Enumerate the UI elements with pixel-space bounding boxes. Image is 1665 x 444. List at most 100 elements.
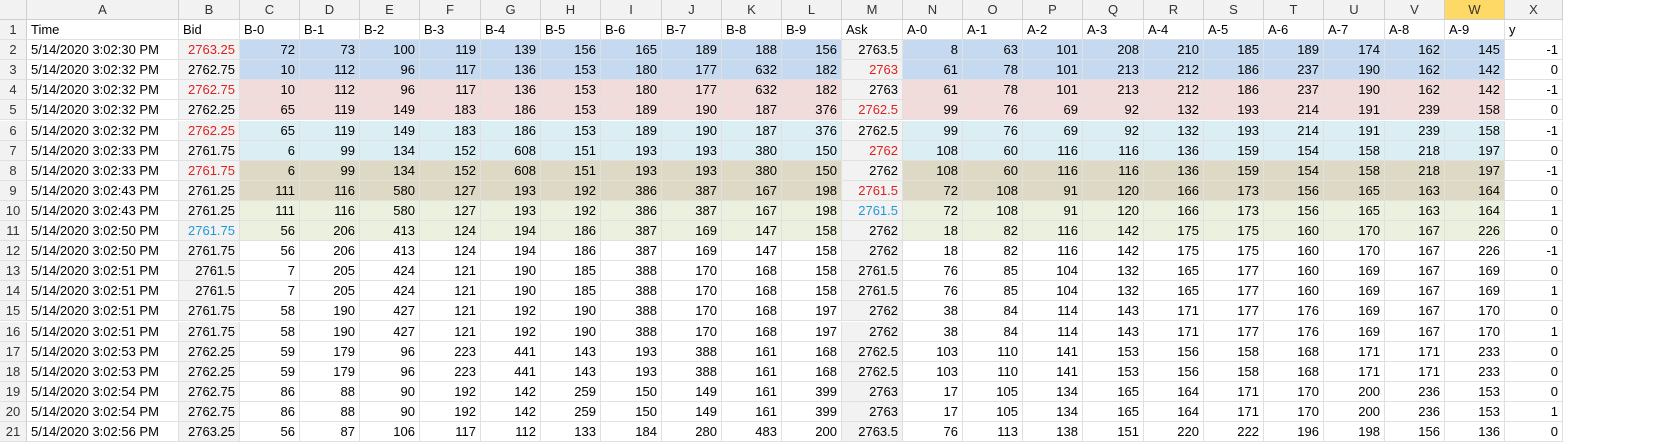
cell-j7[interactable]: 193 — [662, 141, 722, 161]
cell-m17[interactable]: 2762.5 — [842, 342, 903, 362]
cell-s6[interactable]: 193 — [1204, 121, 1264, 141]
cell-c9[interactable]: 111 — [240, 181, 300, 201]
cell-u19[interactable]: 200 — [1324, 382, 1385, 402]
cell-f8[interactable]: 152 — [420, 161, 481, 181]
cell-p10[interactable]: 91 — [1023, 201, 1083, 221]
cell-a19[interactable]: 5/14/2020 3:02:54 PM — [27, 382, 179, 402]
cell-f12[interactable]: 124 — [420, 241, 481, 261]
cell-i9[interactable]: 386 — [601, 181, 662, 201]
cell-u17[interactable]: 171 — [1324, 342, 1385, 362]
cell-c5[interactable]: 65 — [240, 100, 300, 120]
cell-g16[interactable]: 192 — [481, 322, 541, 342]
cell-p3[interactable]: 101 — [1023, 60, 1083, 80]
cell-f10[interactable]: 127 — [420, 201, 481, 221]
cell-a8[interactable]: 5/14/2020 3:02:33 PM — [27, 161, 179, 181]
cell-n13[interactable]: 76 — [903, 261, 963, 281]
row-number-8[interactable]: 8 — [0, 161, 27, 181]
cell-x15[interactable]: 0 — [1505, 301, 1563, 321]
cell-q8[interactable]: 116 — [1083, 161, 1144, 181]
cell-n8[interactable]: 108 — [903, 161, 963, 181]
cell-r20[interactable]: 164 — [1144, 402, 1204, 422]
cell-f19[interactable]: 192 — [420, 382, 481, 402]
row-number-4[interactable]: 4 — [0, 80, 27, 100]
cell-a15[interactable]: 5/14/2020 3:02:51 PM — [27, 301, 179, 321]
cell-j13[interactable]: 170 — [662, 261, 722, 281]
cell-g17[interactable]: 441 — [481, 342, 541, 362]
cell-a17[interactable]: 5/14/2020 3:02:53 PM — [27, 342, 179, 362]
cell-i16[interactable]: 388 — [601, 322, 662, 342]
cell-b3[interactable]: 2762.75 — [179, 60, 240, 80]
row-number-18[interactable]: 18 — [0, 362, 27, 382]
cell-t11[interactable]: 160 — [1264, 221, 1324, 241]
cell-m16[interactable]: 2762 — [842, 322, 903, 342]
cell-l18[interactable]: 168 — [782, 362, 842, 382]
cell-c14[interactable]: 7 — [240, 281, 300, 301]
column-header-j[interactable]: J — [662, 0, 722, 20]
cell-n12[interactable]: 18 — [903, 241, 963, 261]
cell-x11[interactable]: 0 — [1505, 221, 1563, 241]
cell-f18[interactable]: 223 — [420, 362, 481, 382]
cell-c21[interactable]: 56 — [240, 422, 300, 442]
cell-e14[interactable]: 424 — [360, 281, 420, 301]
column-header-a[interactable]: A — [27, 0, 179, 20]
cell-q19[interactable]: 165 — [1083, 382, 1144, 402]
cell-i19[interactable]: 150 — [601, 382, 662, 402]
cell-b10[interactable]: 2761.25 — [179, 201, 240, 221]
cell-s7[interactable]: 159 — [1204, 141, 1264, 161]
cell-h14[interactable]: 185 — [541, 281, 601, 301]
cell-s12[interactable]: 175 — [1204, 241, 1264, 261]
cell-n20[interactable]: 17 — [903, 402, 963, 422]
cell-q15[interactable]: 143 — [1083, 301, 1144, 321]
cell-n3[interactable]: 61 — [903, 60, 963, 80]
cell-d7[interactable]: 99 — [300, 141, 360, 161]
cell-h4[interactable]: 153 — [541, 80, 601, 100]
cell-x10[interactable]: 1 — [1505, 201, 1563, 221]
cell-o20[interactable]: 105 — [963, 402, 1023, 422]
cell-j1[interactable]: B-7 — [662, 20, 722, 40]
cell-c3[interactable]: 10 — [240, 60, 300, 80]
cell-g1[interactable]: B-4 — [481, 20, 541, 40]
cell-e11[interactable]: 413 — [360, 221, 420, 241]
row-number-21[interactable]: 21 — [0, 422, 27, 442]
cell-k7[interactable]: 380 — [722, 141, 782, 161]
cell-g11[interactable]: 194 — [481, 221, 541, 241]
cell-l12[interactable]: 158 — [782, 241, 842, 261]
cell-b4[interactable]: 2762.75 — [179, 80, 240, 100]
cell-b20[interactable]: 2762.75 — [179, 402, 240, 422]
cell-o12[interactable]: 82 — [963, 241, 1023, 261]
cell-k10[interactable]: 167 — [722, 201, 782, 221]
cell-r4[interactable]: 212 — [1144, 80, 1204, 100]
cell-p14[interactable]: 104 — [1023, 281, 1083, 301]
cell-i11[interactable]: 387 — [601, 221, 662, 241]
cell-c4[interactable]: 10 — [240, 80, 300, 100]
cell-v10[interactable]: 163 — [1385, 201, 1445, 221]
cell-m10[interactable]: 2761.5 — [842, 201, 903, 221]
cell-t4[interactable]: 237 — [1264, 80, 1324, 100]
cell-i4[interactable]: 180 — [601, 80, 662, 100]
cell-x21[interactable]: 0 — [1505, 422, 1563, 442]
cell-w1[interactable]: A-9 — [1445, 20, 1505, 40]
cell-c8[interactable]: 6 — [240, 161, 300, 181]
cell-w10[interactable]: 164 — [1445, 201, 1505, 221]
cell-x9[interactable]: 0 — [1505, 181, 1563, 201]
cell-e3[interactable]: 96 — [360, 60, 420, 80]
cell-j2[interactable]: 189 — [662, 40, 722, 60]
cell-l13[interactable]: 158 — [782, 261, 842, 281]
cell-a7[interactable]: 5/14/2020 3:02:33 PM — [27, 141, 179, 161]
cell-v4[interactable]: 162 — [1385, 80, 1445, 100]
cell-f21[interactable]: 117 — [420, 422, 481, 442]
cell-t9[interactable]: 156 — [1264, 181, 1324, 201]
cell-h13[interactable]: 185 — [541, 261, 601, 281]
cell-t7[interactable]: 154 — [1264, 141, 1324, 161]
cell-r21[interactable]: 220 — [1144, 422, 1204, 442]
cell-o10[interactable]: 108 — [963, 201, 1023, 221]
cell-d2[interactable]: 73 — [300, 40, 360, 60]
column-header-v[interactable]: V — [1385, 0, 1445, 20]
cell-h2[interactable]: 156 — [541, 40, 601, 60]
select-all-corner[interactable] — [0, 0, 27, 20]
cell-h17[interactable]: 143 — [541, 342, 601, 362]
cell-f6[interactable]: 183 — [420, 121, 481, 141]
cell-v11[interactable]: 167 — [1385, 221, 1445, 241]
cell-g18[interactable]: 441 — [481, 362, 541, 382]
cell-k8[interactable]: 380 — [722, 161, 782, 181]
